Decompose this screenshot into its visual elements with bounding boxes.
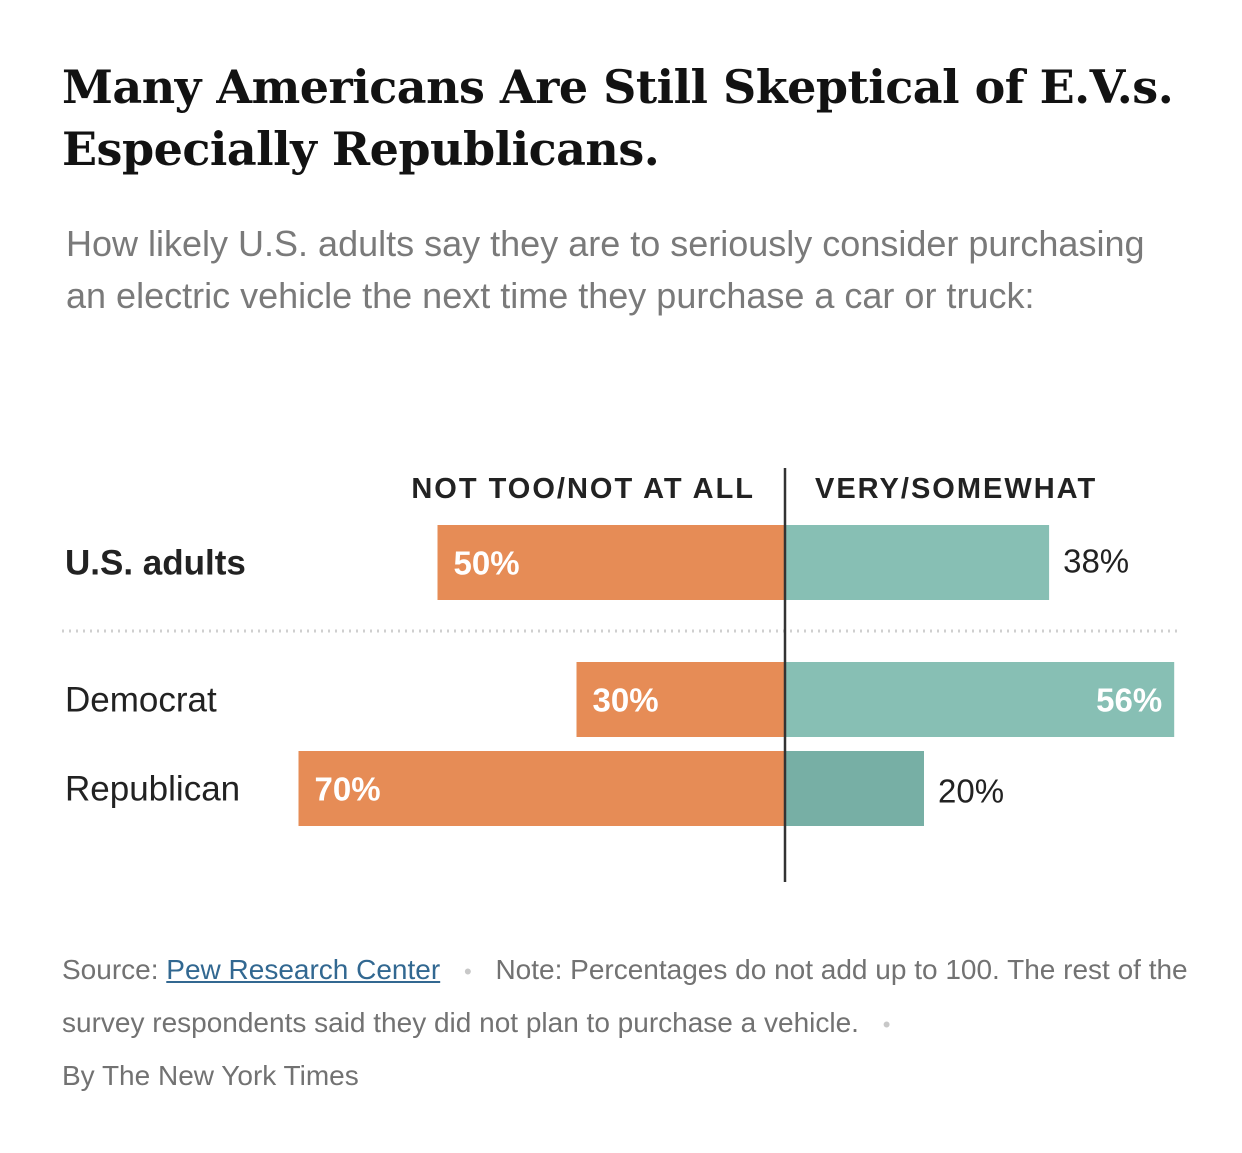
bar-not-likely <box>437 525 785 600</box>
value-label-likely: 38% <box>1063 543 1129 580</box>
source-label: Source: <box>62 954 159 985</box>
bar-likely <box>785 751 924 826</box>
title-line-2: Especially Republicans. <box>62 122 660 176</box>
column-header-left: NOT TOO/NOT AT ALL <box>411 473 755 505</box>
footnote: Note: Percentages do not add up to 100. … <box>62 954 1188 1038</box>
chart-subtitle: How likely U.S. adults say they are to s… <box>66 223 1145 316</box>
value-label-not-likely: 50% <box>454 545 520 582</box>
category-label: Republican <box>65 770 240 809</box>
chart-title: Many Americans Are Still Skeptical of E.… <box>62 56 1182 180</box>
category-label: Democrat <box>65 681 217 720</box>
separator-dot: • <box>463 959 472 984</box>
bar-likely <box>785 525 1050 600</box>
diverging-bar-chart: NOT TOO/NOT AT ALL VERY/SOMEWHAT U.S. adul… <box>62 468 1180 882</box>
title-line-1: Many Americans Are Still Skeptical of E.… <box>62 60 1174 114</box>
value-label-not-likely: 30% <box>593 682 659 719</box>
separator-dot: • <box>882 1012 891 1037</box>
byline: By The New York Times <box>62 1060 359 1091</box>
column-header-right: VERY/SOMEWHAT <box>815 473 1097 505</box>
value-label-likely: 56% <box>1096 682 1162 719</box>
value-label-not-likely: 70% <box>315 771 381 808</box>
value-label-likely: 20% <box>938 773 1004 810</box>
chart-footer: Source: Pew Research Center • Note: Perc… <box>62 944 1192 1101</box>
bar-not-likely <box>298 751 785 826</box>
bar-likely <box>785 662 1175 737</box>
source-link[interactable]: Pew Research Center <box>166 954 441 985</box>
category-label: U.S. adults <box>65 544 246 583</box>
bar-not-likely <box>576 662 785 737</box>
